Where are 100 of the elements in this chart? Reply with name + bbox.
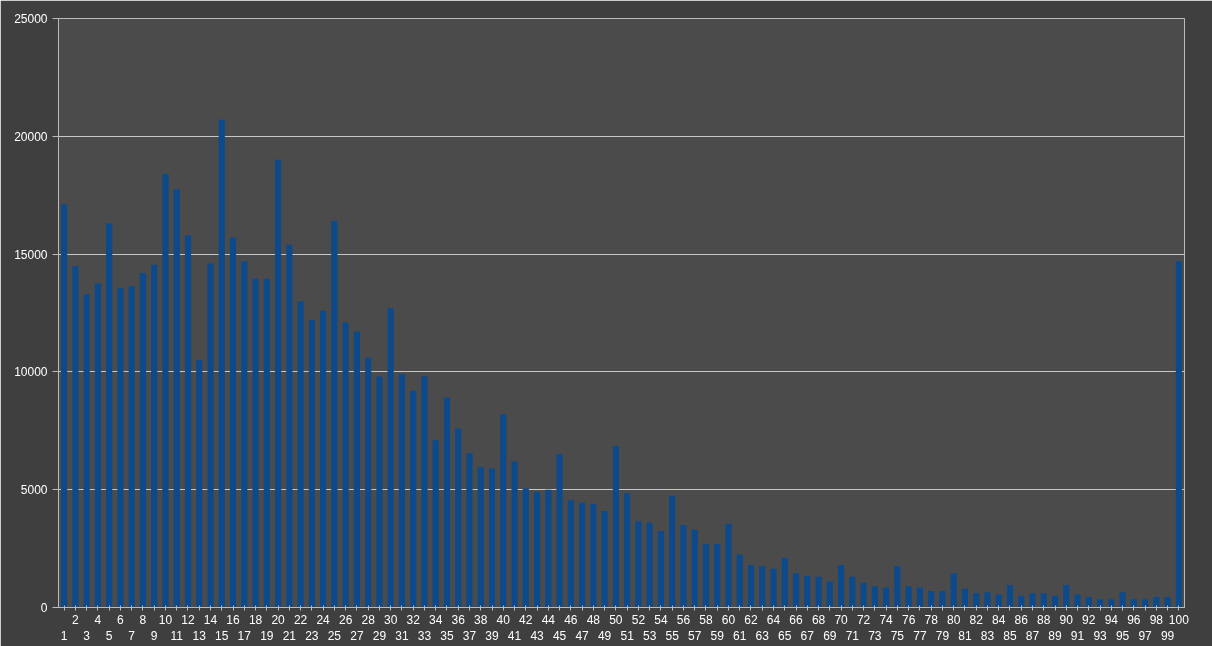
- bar: [173, 189, 180, 608]
- x-tick-label: 38: [474, 612, 488, 627]
- x-tick-label: 67: [800, 629, 815, 644]
- bar: [128, 285, 135, 608]
- bar: [398, 374, 406, 608]
- x-tick-label: 92: [1082, 612, 1096, 627]
- x-tick-label: 36: [451, 612, 466, 627]
- bar: [466, 453, 473, 608]
- x-tick-label: 19: [260, 629, 274, 644]
- bar: [229, 237, 237, 608]
- x-tick-label: 87: [1025, 629, 1040, 644]
- x-tick-label: 98: [1149, 612, 1164, 627]
- x-tick-label: 30: [384, 612, 398, 627]
- x-tick-label: 43: [530, 629, 545, 644]
- x-tick-label: 91: [1070, 629, 1085, 644]
- x-tick-label: 9: [150, 629, 158, 644]
- x-tick-label: 84: [992, 612, 1006, 627]
- bar: [871, 586, 878, 608]
- x-tick-label: 75: [890, 629, 905, 644]
- bar: [477, 467, 484, 608]
- x-tick-label: 58: [699, 612, 713, 627]
- x-tick-label: 46: [564, 612, 578, 627]
- bar: [252, 278, 259, 608]
- x-tick-label: 42: [519, 612, 533, 627]
- x-tick-label: 72: [856, 612, 871, 627]
- bar: [860, 582, 867, 608]
- bar: [455, 428, 462, 608]
- bar: [747, 565, 755, 608]
- x-tick-label: 62: [744, 612, 758, 627]
- bar: [83, 294, 90, 608]
- bar: [320, 310, 327, 608]
- x-tick-label: 53: [642, 629, 657, 644]
- x-tick-label: 8: [139, 612, 147, 627]
- bar: [624, 493, 631, 608]
- bar: [680, 525, 687, 608]
- x-tick-label: 79: [935, 629, 950, 644]
- x-tick-label: 99: [1160, 629, 1175, 644]
- x-tick-label: 28: [361, 612, 376, 627]
- bar: [488, 468, 496, 608]
- x-tick-label: 76: [901, 612, 916, 627]
- bar: [207, 263, 214, 608]
- x-tick-label: 18: [248, 612, 263, 627]
- x-tick-label: 95: [1115, 629, 1130, 644]
- x-tick-label: 52: [631, 612, 646, 627]
- bar: [410, 390, 417, 608]
- bar: [669, 495, 676, 608]
- x-tick-label: 45: [552, 629, 567, 644]
- bar: [928, 591, 935, 608]
- bar: [500, 414, 507, 608]
- x-tick-label: 73: [868, 629, 882, 644]
- bar: [1074, 594, 1081, 608]
- bar: [792, 573, 800, 608]
- x-tick-label: 44: [541, 612, 556, 627]
- y-tick-label: 5000: [20, 483, 48, 498]
- x-tick-label: 66: [789, 612, 804, 627]
- x-tick-label: 5: [105, 629, 113, 644]
- x-tick-label: 50: [609, 612, 623, 627]
- x-tick-label: 14: [203, 612, 218, 627]
- bar: [196, 360, 203, 608]
- x-tick-label: 23: [305, 629, 319, 644]
- bar: [139, 272, 147, 608]
- x-tick-label: 35: [440, 629, 454, 644]
- bar: [601, 510, 608, 608]
- x-tick-label: 68: [811, 612, 826, 627]
- bar: [432, 440, 439, 608]
- x-tick-label: 12: [181, 612, 195, 627]
- x-tick-label: 89: [1048, 629, 1063, 644]
- x-tick-label: 4: [94, 612, 102, 627]
- x-tick-label: 33: [417, 629, 432, 644]
- bar: [916, 587, 923, 608]
- y-tick-label: 20000: [14, 129, 48, 144]
- bar: [533, 492, 541, 608]
- bar: [421, 376, 428, 608]
- bar: [1108, 599, 1115, 608]
- x-tick-label: 37: [462, 629, 477, 644]
- x-tick-label: 63: [755, 629, 770, 644]
- bar: [511, 461, 518, 608]
- x-tick-label: 69: [823, 629, 837, 644]
- bar: [94, 283, 102, 608]
- bar: [837, 565, 845, 608]
- x-tick-label: 60: [721, 612, 736, 627]
- bar: [961, 588, 969, 608]
- x-tick-label: 82: [969, 612, 984, 627]
- x-tick-label: 85: [1003, 629, 1017, 644]
- bar: [635, 521, 642, 608]
- x-tick-label: 32: [406, 612, 421, 627]
- x-tick-label: 97: [1138, 629, 1153, 644]
- bar: [1063, 585, 1070, 608]
- bar: [702, 543, 710, 608]
- bar: [612, 446, 619, 608]
- x-tick-label: 71: [845, 629, 860, 644]
- x-tick-label: 55: [665, 629, 680, 644]
- bar: [443, 397, 451, 608]
- bar: [522, 488, 529, 608]
- bar: [387, 308, 394, 608]
- bar: [1119, 592, 1126, 608]
- x-tick-label: 10: [158, 612, 173, 627]
- bar: [297, 301, 304, 608]
- x-tick-label: 88: [1037, 612, 1051, 627]
- x-tick-label: 34: [429, 612, 443, 627]
